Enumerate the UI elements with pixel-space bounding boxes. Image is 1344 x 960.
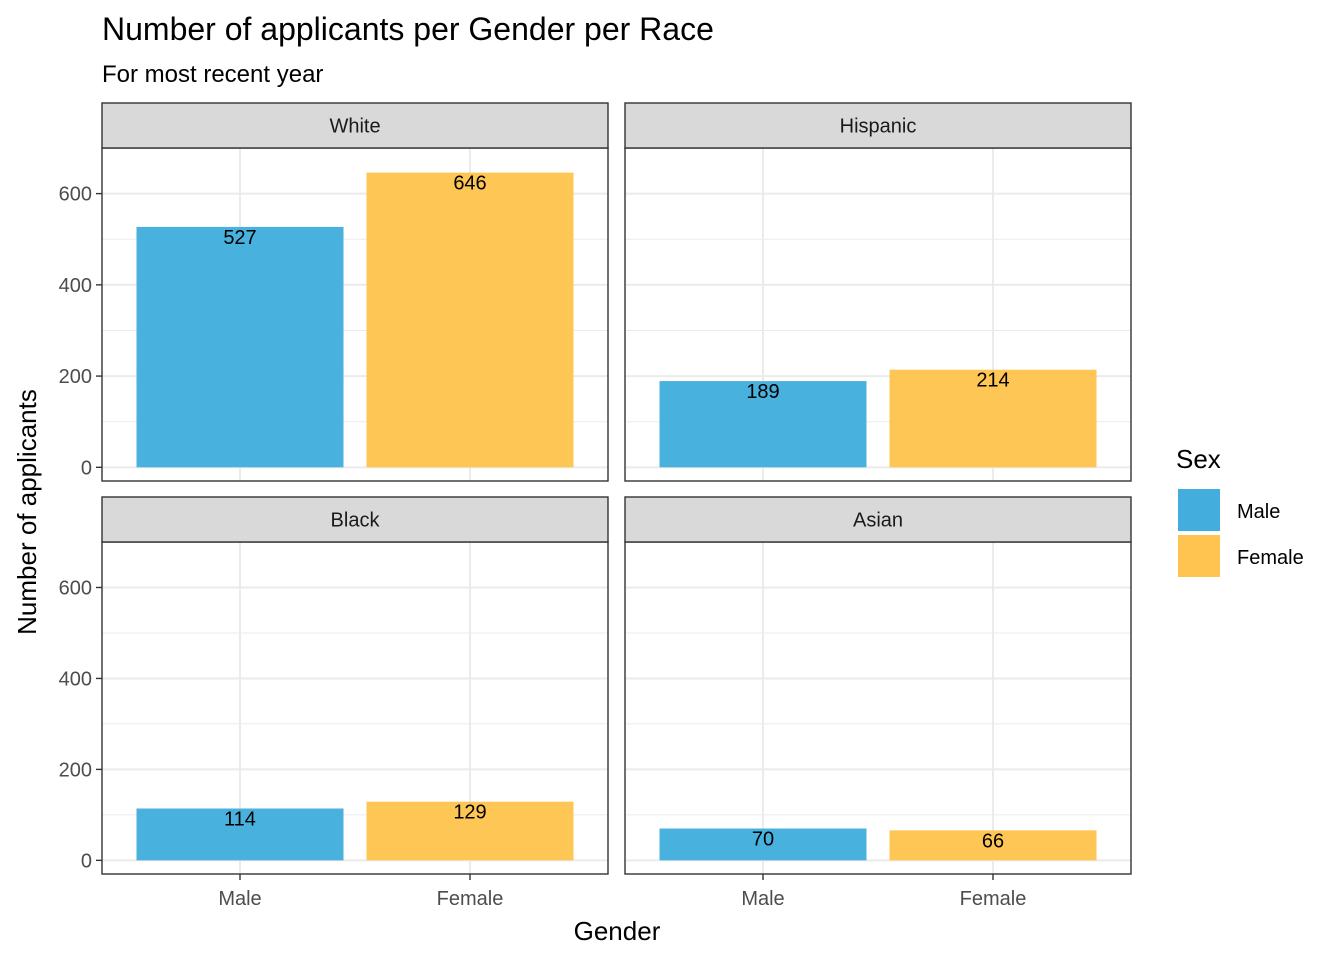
facet-strip-label: Hispanic	[840, 116, 917, 138]
chart-title: Number of applicants per Gender per Race	[102, 11, 714, 47]
y-tick-label: 600	[59, 577, 92, 599]
data-label: 646	[453, 173, 486, 195]
legend-key-female	[1178, 535, 1220, 577]
y-tick-label: 600	[59, 184, 92, 206]
x-tick-label: Male	[218, 888, 261, 910]
panel-white: 527 646 White	[101, 102, 609, 482]
x-tick-label: Male	[741, 888, 784, 910]
panel-asian: 70 66 Asian	[624, 496, 1132, 875]
x-axis-title: Gender	[574, 916, 661, 946]
data-label: 129	[453, 802, 486, 824]
legend-label: Male	[1237, 501, 1280, 523]
bar-white-female	[366, 172, 574, 468]
panel-border	[624, 541, 1132, 875]
bar-asian-female	[889, 830, 1097, 861]
data-label: 66	[982, 830, 1004, 852]
y-tick-label: 400	[59, 275, 92, 297]
facet-strip	[101, 102, 609, 149]
data-label: 189	[746, 381, 779, 403]
legend-key-male	[1178, 489, 1220, 531]
y-tick-label: 200	[59, 366, 92, 388]
bar-asian-male	[659, 828, 867, 861]
chart-subtitle: For most recent year	[102, 61, 323, 88]
legend-title: Sex	[1176, 444, 1221, 474]
y-axis-title: Number of applicants	[12, 389, 42, 635]
bar-hispanic-female	[889, 369, 1097, 468]
y-tick-label: 0	[81, 457, 92, 479]
facet-panels: 527 646 White 189 214 Hispanic 114 129 Black 70 66…	[101, 102, 1132, 875]
legend-label: Female	[1237, 547, 1304, 569]
facet-strip	[624, 496, 1132, 543]
y-axes: 0 200 400 600 0 200 400 600	[59, 184, 102, 872]
x-tick-label: Female	[960, 888, 1027, 910]
bar-hispanic-male	[659, 381, 867, 468]
x-axis: Male Female Male Female	[218, 874, 1026, 910]
data-label: 114	[224, 809, 256, 831]
panel-black: 114 129 Black	[101, 496, 609, 875]
panel-hispanic: 189 214 Hispanic	[624, 102, 1132, 482]
x-tick-label: Female	[437, 888, 504, 910]
facet-strip	[101, 496, 609, 543]
legend: Sex Male Female	[1176, 444, 1304, 577]
bar-black-male	[136, 808, 344, 861]
y-tick-label: 400	[59, 668, 92, 690]
bar-black-female	[366, 801, 574, 861]
facet-strip-label: Black	[331, 510, 381, 532]
bar-white-male	[136, 226, 344, 468]
y-tick-label: 200	[59, 759, 92, 781]
facet-strip	[624, 102, 1132, 149]
y-tick-label: 0	[81, 850, 92, 872]
data-label: 70	[752, 829, 774, 851]
data-label: 527	[223, 227, 256, 249]
facet-strip-label: Asian	[853, 510, 903, 532]
data-label: 214	[976, 370, 1009, 392]
facet-strip-label: White	[329, 116, 380, 138]
